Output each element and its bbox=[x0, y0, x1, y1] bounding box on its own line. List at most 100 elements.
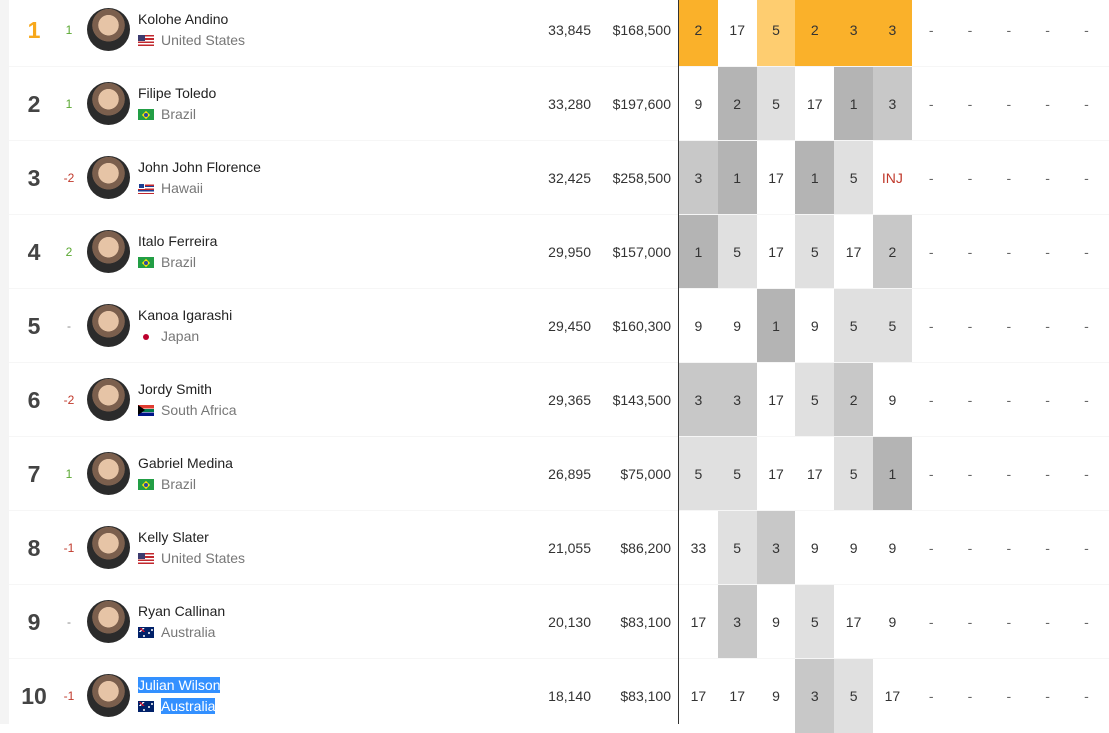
event-result-cell[interactable]: 5 bbox=[756, 0, 796, 67]
event-result-cell[interactable]: 5 bbox=[795, 585, 835, 659]
event-result-cell[interactable]: 5 bbox=[717, 437, 757, 511]
surfer-name-text[interactable]: Kolohe Andino bbox=[138, 11, 229, 27]
event-result-cell[interactable]: 9 bbox=[756, 659, 796, 733]
event-result-cell[interactable]: 3 bbox=[717, 363, 757, 437]
surfer-avatar[interactable] bbox=[87, 452, 130, 495]
event-result-cell[interactable]: 1 bbox=[795, 141, 835, 215]
event-result-cell[interactable]: 5 bbox=[717, 511, 757, 585]
event-result-cell[interactable]: 33 bbox=[679, 511, 718, 585]
event-result-cell[interactable]: 17 bbox=[834, 215, 873, 289]
event-result-cell[interactable]: 9 bbox=[717, 289, 757, 363]
surfer-avatar[interactable] bbox=[87, 156, 130, 199]
surfer-name[interactable]: Ryan Callinan bbox=[138, 603, 225, 619]
event-result-cell[interactable]: 5 bbox=[834, 141, 873, 215]
event-result-cell[interactable]: 5 bbox=[834, 289, 873, 363]
event-result-cell[interactable]: 9 bbox=[679, 67, 718, 141]
surfer-avatar[interactable] bbox=[87, 304, 130, 347]
event-result-cell[interactable]: 17 bbox=[756, 363, 796, 437]
event-result-cell[interactable]: 1 bbox=[679, 215, 718, 289]
surfer-name[interactable]: John John Florence bbox=[138, 159, 261, 175]
surfer-avatar[interactable] bbox=[87, 8, 130, 51]
event-result-cell[interactable]: 9 bbox=[795, 289, 835, 363]
surfer-name[interactable]: Gabriel Medina bbox=[138, 455, 233, 471]
surfer-name[interactable]: Kelly Slater bbox=[138, 529, 209, 545]
event-result-cell[interactable]: 3 bbox=[679, 141, 718, 215]
event-result-cell[interactable]: 3 bbox=[717, 585, 757, 659]
table-row[interactable]: 8 -1 Kelly Slater United States 21,055 $86,20… bbox=[9, 510, 1109, 585]
event-result-cell[interactable]: 1 bbox=[873, 437, 912, 511]
event-result-cell[interactable]: 17 bbox=[717, 659, 757, 733]
surfer-name[interactable]: Filipe Toledo bbox=[138, 85, 216, 101]
event-result-cell[interactable]: 1 bbox=[834, 67, 873, 141]
table-row[interactable]: 9- Ryan Callinan Australia 20,130 $83,100 17 3… bbox=[9, 584, 1109, 659]
event-result-cell[interactable]: 17 bbox=[756, 215, 796, 289]
event-result-cell[interactable]: 1 bbox=[756, 289, 796, 363]
event-result-cell[interactable]: 5 bbox=[834, 659, 873, 733]
event-result-cell[interactable]: 1 bbox=[717, 141, 757, 215]
table-row[interactable]: 2 1 Filipe Toledo Brazil 33,280 $197,600 9 2 5 17… bbox=[9, 66, 1109, 141]
event-result-cell[interactable]: 9 bbox=[756, 585, 796, 659]
event-result-cell[interactable]: 2 bbox=[795, 0, 835, 67]
event-result-cell[interactable]: 5 bbox=[795, 363, 835, 437]
surfer-name-text[interactable]: Filipe Toledo bbox=[138, 85, 217, 101]
surfer-avatar[interactable] bbox=[87, 230, 130, 273]
event-result-cell[interactable]: 3 bbox=[873, 0, 912, 67]
surfer-name[interactable]: Jordy Smith bbox=[138, 381, 212, 397]
event-result-cell[interactable]: 9 bbox=[873, 511, 912, 585]
surfer-avatar[interactable] bbox=[87, 526, 130, 569]
event-result-cell[interactable]: INJ bbox=[873, 141, 912, 215]
surfer-avatar[interactable] bbox=[87, 378, 130, 421]
event-result-cell[interactable]: 3 bbox=[679, 363, 718, 437]
table-row[interactable]: 3 -2 John John Florence Hawaii 32,425 $258,50… bbox=[9, 140, 1109, 215]
event-result-cell[interactable]: 9 bbox=[873, 585, 912, 659]
table-row[interactable]: 7 1 Gabriel Medina Brazil 26,895 $75,000 5 5 17 1… bbox=[9, 436, 1109, 511]
surfer-name-text[interactable]: Italo Ferreira bbox=[138, 233, 218, 249]
surfer-name-text[interactable]: Kanoa Igarashi bbox=[138, 307, 233, 323]
surfer-name-text[interactable]: Jordy Smith bbox=[138, 381, 212, 397]
event-result-cell[interactable]: 5 bbox=[873, 289, 912, 363]
surfer-name-text[interactable]: Gabriel Medina bbox=[138, 455, 233, 471]
event-result-cell[interactable]: 3 bbox=[834, 0, 873, 67]
event-result-cell[interactable]: 17 bbox=[679, 659, 718, 733]
table-row[interactable]: 5- Kanoa Igarashi Japan 29,450 $160,300 9 9 1 9 5… bbox=[9, 288, 1109, 363]
event-result-cell[interactable]: 5 bbox=[795, 215, 835, 289]
table-row[interactable]: 6 -2 Jordy Smith South Africa 29,365 $143,500… bbox=[9, 362, 1109, 437]
surfer-name[interactable]: Kanoa Igarashi bbox=[138, 307, 232, 323]
event-result-cell[interactable]: 5 bbox=[834, 437, 873, 511]
surfer-avatar[interactable] bbox=[87, 600, 130, 643]
surfer-avatar[interactable] bbox=[87, 674, 130, 717]
event-result-cell[interactable]: 17 bbox=[834, 585, 873, 659]
event-result-cell[interactable]: 17 bbox=[873, 659, 912, 733]
event-result-cell[interactable]: 3 bbox=[795, 659, 835, 733]
surfer-avatar[interactable] bbox=[87, 82, 130, 125]
event-result-cell[interactable]: 17 bbox=[679, 585, 718, 659]
event-result-cell[interactable]: 3 bbox=[756, 511, 796, 585]
event-result-cell[interactable]: 9 bbox=[795, 511, 835, 585]
table-row[interactable]: 10 -1 Julian Wilson Australia 18,140 $83,100 1… bbox=[9, 658, 1109, 733]
table-row[interactable]: 1 1 Kolohe Andino United States 33,845 $168,5… bbox=[9, 0, 1109, 67]
surfer-name[interactable]: Kolohe Andino bbox=[138, 11, 228, 27]
event-result-cell[interactable]: 2 bbox=[717, 67, 757, 141]
event-result-cell[interactable]: 17 bbox=[756, 437, 796, 511]
event-result-cell[interactable]: 2 bbox=[679, 0, 718, 67]
event-result-cell[interactable]: 5 bbox=[756, 67, 796, 141]
event-result-cell[interactable]: 17 bbox=[717, 0, 757, 67]
surfer-name[interactable]: Italo Ferreira bbox=[138, 233, 217, 249]
surfer-name[interactable]: Julian Wilson bbox=[138, 677, 221, 693]
surfer-name-text[interactable]: Julian Wilson bbox=[138, 677, 221, 693]
event-result-cell[interactable]: 9 bbox=[873, 363, 912, 437]
event-result-cell[interactable]: 9 bbox=[834, 511, 873, 585]
event-result-cell[interactable]: 5 bbox=[717, 215, 757, 289]
surfer-name-text[interactable]: John John Florence bbox=[138, 159, 261, 175]
event-result-cell[interactable]: 3 bbox=[873, 67, 912, 141]
event-result-cell[interactable]: 17 bbox=[795, 437, 835, 511]
surfer-name-text[interactable]: Ryan Callinan bbox=[138, 603, 226, 619]
table-row[interactable]: 4 2 Italo Ferreira Brazil 29,950 $157,000 1 5 17… bbox=[9, 214, 1109, 289]
event-result-cell[interactable]: 5 bbox=[679, 437, 718, 511]
event-result-cell[interactable]: 2 bbox=[873, 215, 912, 289]
event-result-cell[interactable]: 17 bbox=[756, 141, 796, 215]
event-result-cell[interactable]: 17 bbox=[795, 67, 835, 141]
surfer-name-text[interactable]: Kelly Slater bbox=[138, 529, 209, 545]
event-result-cell[interactable]: 2 bbox=[834, 363, 873, 437]
event-result-cell[interactable]: 9 bbox=[679, 289, 718, 363]
